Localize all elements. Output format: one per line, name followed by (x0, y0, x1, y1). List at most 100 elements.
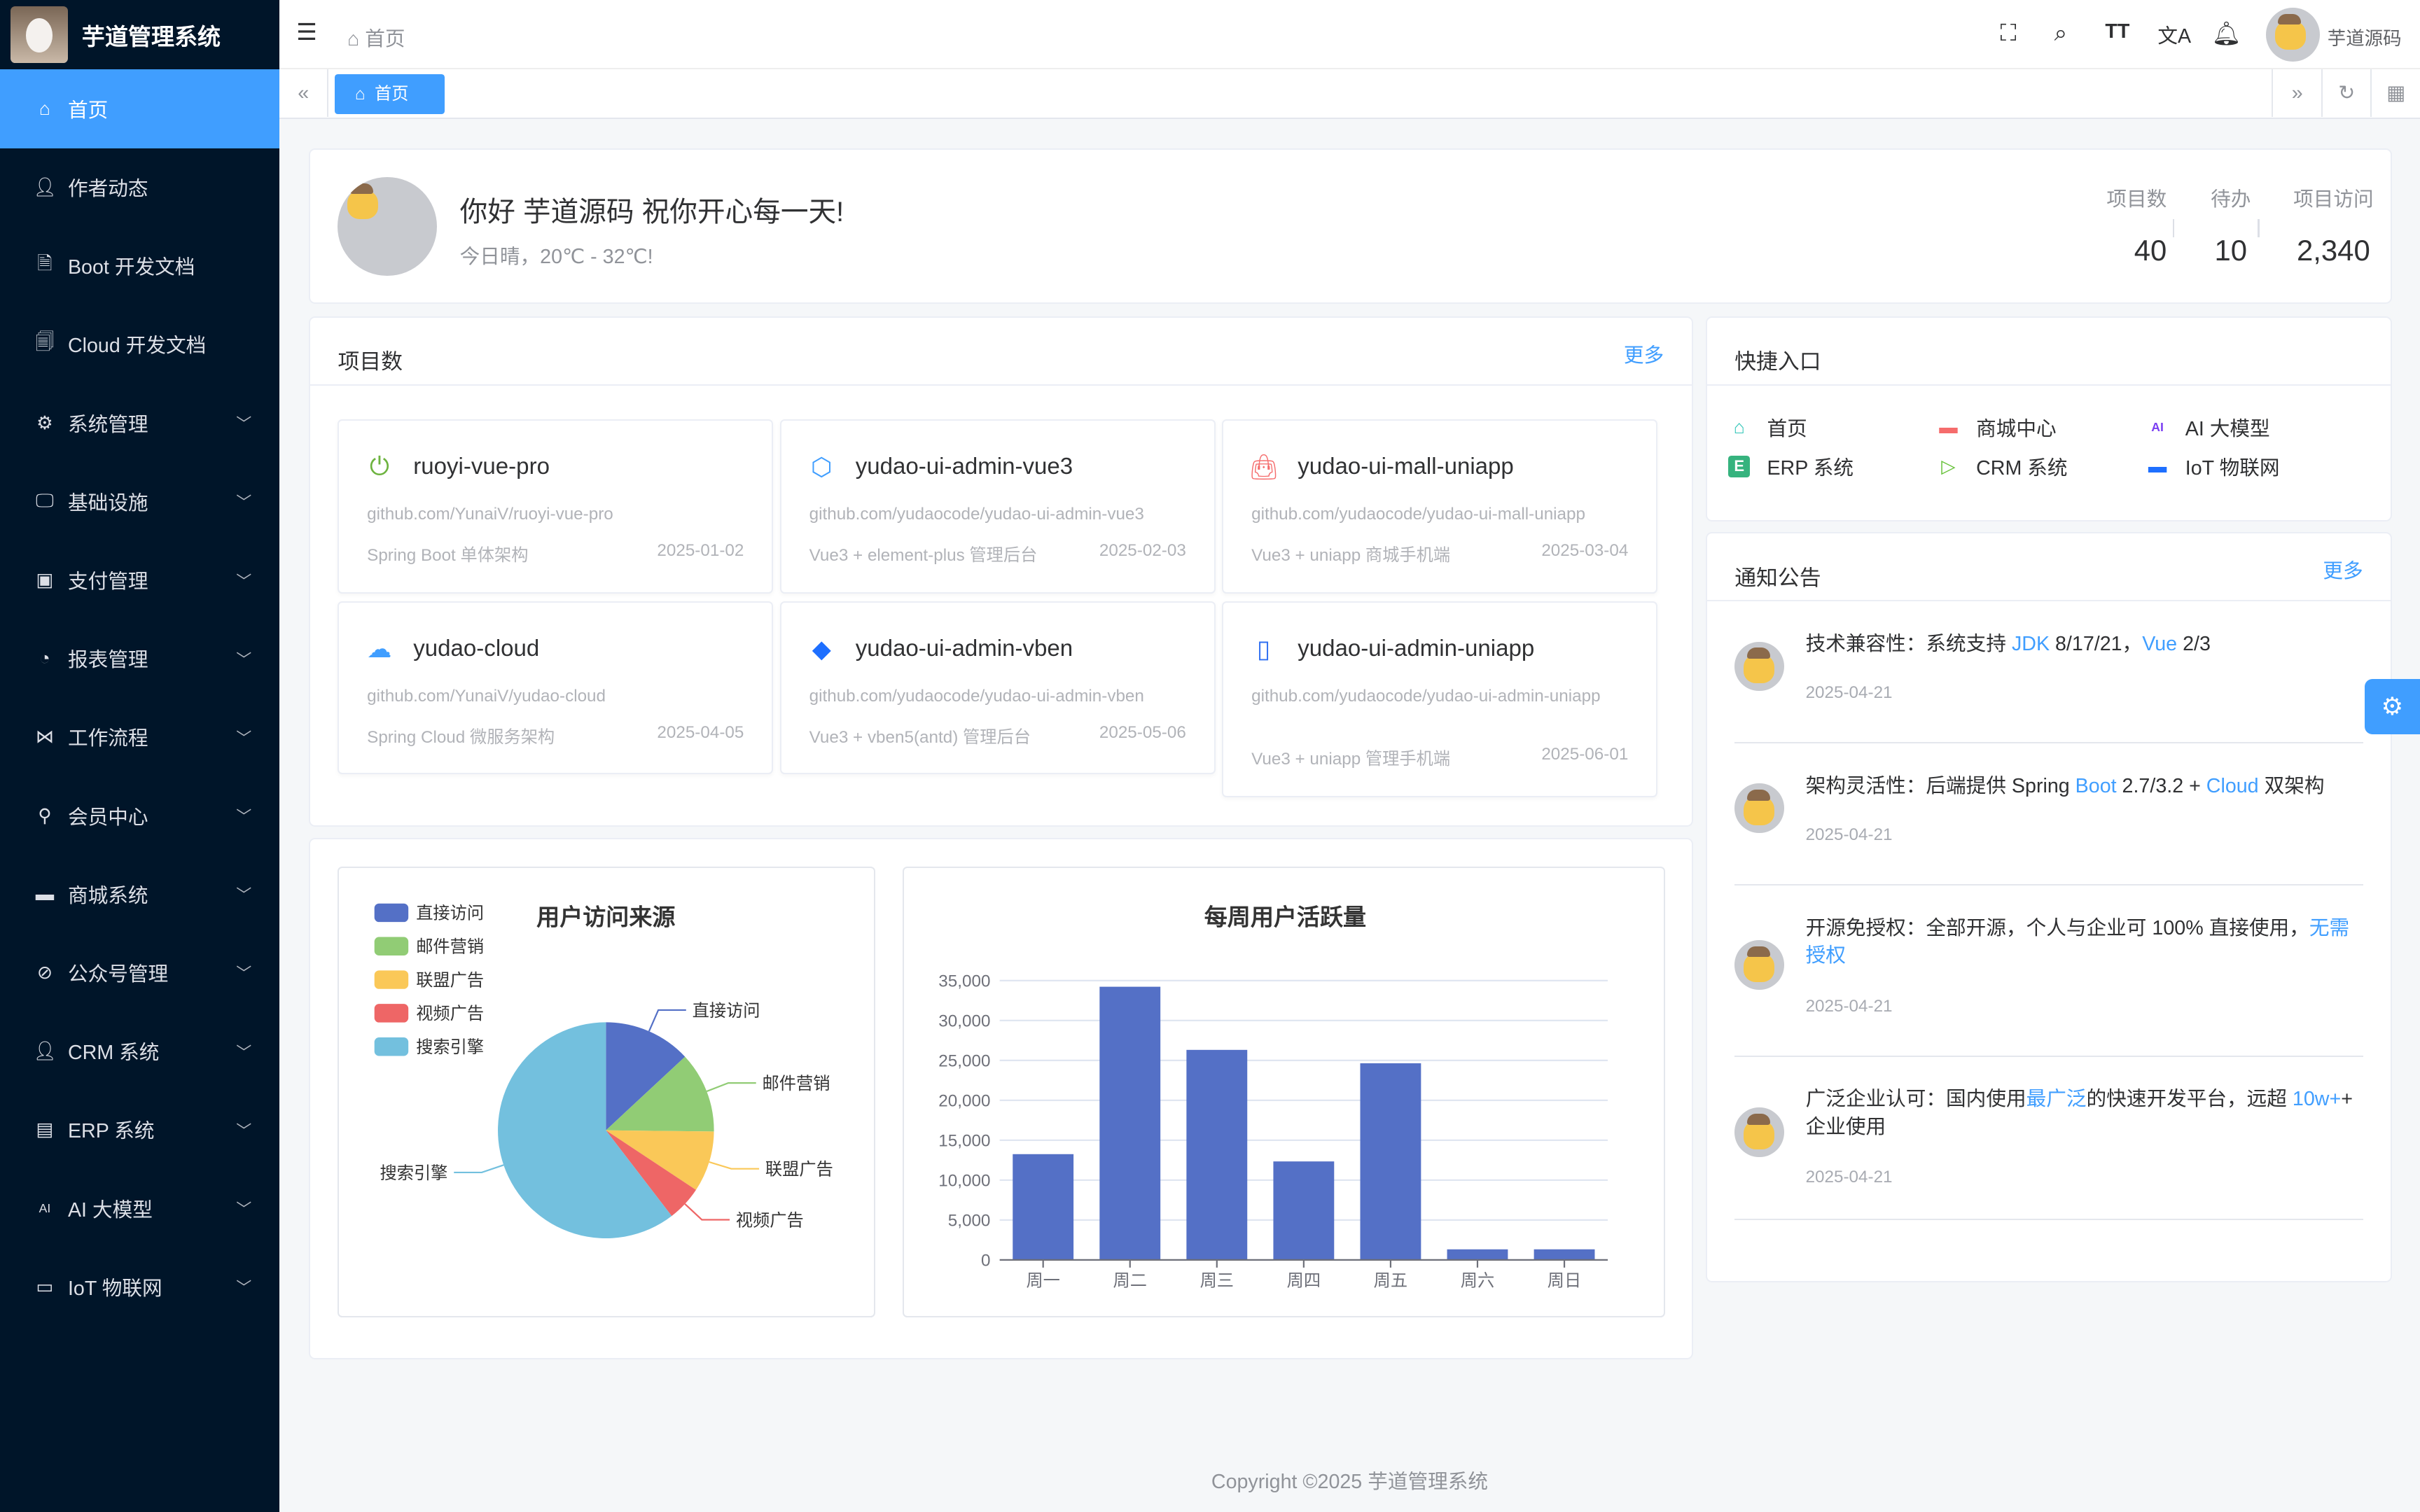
bar[interactable] (1186, 1050, 1248, 1261)
notice-item[interactable]: 架构灵活性：后端提供 Spring Boot 2.7/3.2 + Cloud 双… (1734, 743, 2363, 886)
project-name[interactable]: yudao-ui-admin-vue3 (855, 453, 1073, 479)
breadcrumb[interactable]: ⌂ 首页 (347, 23, 405, 52)
compass-icon: ⊘ (36, 961, 53, 983)
sidebar-item[interactable]: ▬ 商城系统 ﹀ (0, 855, 279, 933)
pie-slice[interactable] (606, 1130, 697, 1217)
legend-swatch[interactable] (375, 904, 409, 923)
legend-label[interactable]: 视频广告 (417, 1005, 485, 1024)
project-url: github.com/yudaocode/yudao-ui-admin-vben (809, 687, 1144, 706)
scroll-left-icon[interactable]: « (279, 69, 329, 118)
bar[interactable] (1534, 1250, 1595, 1261)
bell-icon[interactable]: 🔔︎ (2211, 20, 2241, 47)
header: ☰ ⌂ 首页 ⛶ ⌕ TT 文A 🔔︎ 芋道源码 (279, 0, 2420, 70)
search-icon[interactable]: ⌕ (2054, 20, 2068, 46)
logo[interactable]: 芋道管理系统 (0, 0, 279, 69)
project-date: 2025-03-04 (1541, 541, 1629, 561)
project-card[interactable]: ⬡ yudao-ui-admin-vue3 github.com/yudaocode… (779, 419, 1216, 594)
x-tick-label: 周一 (1027, 1272, 1060, 1291)
user-avatar[interactable] (2265, 8, 2320, 62)
hamburger-menu-icon[interactable]: ☰ (296, 20, 317, 46)
pie-label: 联盟广告 (765, 1161, 833, 1180)
translate-icon[interactable]: 文A (2157, 24, 2192, 48)
username[interactable]: 芋道源码 (2327, 28, 2402, 50)
font-size-icon[interactable]: TT (2105, 20, 2130, 43)
sidebar-item[interactable]: ▭ IoT 物联网 ﹀ (0, 1247, 279, 1326)
bar[interactable] (1447, 1250, 1508, 1261)
quick-entry-item[interactable]: E ERP 系统 (1728, 452, 1854, 481)
quick-entry-item[interactable]: ⌂ 首页 (1728, 413, 1807, 442)
project-date: 2025-05-06 (1099, 723, 1186, 743)
sidebar-item[interactable]: ⊘ 公众号管理 ﹀ (0, 933, 279, 1011)
notice-item[interactable]: 技术兼容性：系统支持 JDK 8/17/21，Vue 2/3 2025-04-21 (1734, 601, 2363, 744)
project-name[interactable]: yudao-ui-admin-uniapp (1298, 635, 1535, 662)
project-card[interactable]: ⏻ ruoyi-vue-pro github.com/YunaiV/ruoyi-vu… (338, 419, 774, 594)
project-url: github.com/yudaocode/yudao-ui-admin-vue3 (809, 505, 1144, 524)
project-name[interactable]: yudao-ui-admin-vben (855, 635, 1073, 662)
sidebar-item[interactable]: 👤︎ CRM 系统 ﹀ (0, 1011, 279, 1090)
notice-more-link[interactable]: 更多 (2323, 560, 2363, 583)
sidebar-item[interactable]: 🗎 Boot 开发文档 (0, 227, 279, 305)
pie-slice[interactable] (606, 1057, 715, 1132)
refresh-icon[interactable]: ↻ (2321, 69, 2371, 118)
project-card[interactable]: ◆ yudao-ui-admin-vben github.com/yudaocode… (779, 601, 1216, 775)
project-card[interactable]: 👜︎ yudao-ui-mall-uniapp github.com/yudaoco… (1222, 419, 1657, 594)
legend-swatch[interactable] (375, 1037, 409, 1056)
sidebar-item[interactable]: ▤ ERP 系统 ﹀ (0, 1091, 279, 1169)
device-icon: ▭ (36, 1275, 54, 1297)
charts-card: 用户访问来源 直接访问 邮件营销 联盟广告 视频广告 搜索引擎 直接访问 邮件营销 联盟广告 视频… (308, 837, 1693, 1359)
pie-title: 用户访问来源 (537, 905, 676, 931)
document-icon: 🗎 (37, 253, 53, 274)
sidebar-item[interactable]: ▣ 支付管理 ﹀ (0, 540, 279, 619)
project-card[interactable]: ▯ yudao-ui-admin-uniapp github.com/yudaoco… (1222, 601, 1657, 798)
legend-swatch[interactable] (375, 970, 409, 990)
sidebar-item[interactable]: 🖵 基础设施 ﹀ (0, 462, 279, 540)
project-name[interactable]: yudao-ui-mall-uniapp (1298, 453, 1514, 479)
quick-entry-item[interactable]: AI AI 大模型 (2147, 413, 2269, 442)
bar[interactable] (1099, 987, 1161, 1261)
pie-slice[interactable] (498, 1022, 672, 1239)
sidebar-item[interactable]: ◔ 报表管理 ﹀ (0, 620, 279, 698)
chevron-down-icon: ﹀ (236, 965, 252, 983)
sidebar-item[interactable]: ⋈ 工作流程 ﹀ (0, 698, 279, 776)
sidebar-item[interactable]: ⚙ 系统管理 ﹀ (0, 384, 279, 462)
notice-highlight: 最广泛 (2026, 1088, 2087, 1111)
legend-label[interactable]: 搜索引擎 (417, 1039, 485, 1058)
sidebar-item[interactable]: AI AI 大模型 ﹀ (0, 1169, 279, 1247)
pie-slice[interactable] (606, 1130, 715, 1191)
scroll-right-icon[interactable]: » (2272, 69, 2321, 118)
project-card[interactable]: ☁ yudao-cloud github.com/YunaiV/yudao-clou… (338, 601, 774, 775)
notice-item[interactable]: 开源免授权：全部开源，个人与企业可 100% 直接使用，无需授权 2025-04-… (1734, 886, 2363, 1057)
bar[interactable] (1273, 1161, 1335, 1261)
quick-entry-item[interactable]: ▷ CRM 系统 (1938, 452, 2067, 481)
tab-home[interactable]: ⌂ 首页 (335, 74, 445, 115)
home-icon: ⌂ (1733, 416, 1745, 438)
bar[interactable] (1360, 1063, 1421, 1261)
project-name[interactable]: yudao-cloud (413, 635, 540, 662)
quick-entry-item[interactable]: ▬ 商城中心 (1938, 413, 2056, 442)
sidebar-item-label: IoT 物联网 (67, 1277, 162, 1300)
greeting: 你好 芋道源码 祝你开心每一天! (459, 196, 844, 227)
legend-label[interactable]: 直接访问 (417, 904, 485, 923)
quick-entry-item[interactable]: ▬ IoT 物联网 (2147, 452, 2280, 481)
legend-label[interactable]: 邮件营销 (417, 938, 485, 957)
stat-item: 待办 10 (2188, 183, 2273, 267)
projects-more-link[interactable]: 更多 (1623, 344, 1664, 367)
grid-menu-icon[interactable]: ▦ (2370, 69, 2420, 118)
project-date: 2025-06-01 (1541, 745, 1629, 764)
sidebar-item[interactable]: ⌂ 首页 (0, 69, 279, 148)
sidebar-item[interactable]: ⚲ 会员中心 ﹀ (0, 776, 279, 855)
sidebar-item[interactable]: 👤︎ 作者动态 (0, 148, 279, 226)
legend-swatch[interactable] (375, 1004, 409, 1023)
project-name[interactable]: ruoyi-vue-pro (413, 453, 550, 479)
pie-slice[interactable] (606, 1022, 686, 1131)
vite-icon: ⬡ (810, 453, 833, 481)
bar[interactable] (1013, 1154, 1074, 1261)
notice-item[interactable]: 广泛企业认可：国内使用最广泛的快速开发平台，远超 10w++ 企业使用 2025-… (1734, 1057, 2363, 1221)
sidebar-item[interactable]: 🗐 Cloud 开发文档 (0, 305, 279, 384)
notice-avatar (1734, 940, 1784, 990)
legend-label[interactable]: 联盟广告 (417, 972, 485, 990)
fullscreen-icon[interactable]: ⛶ (2000, 20, 2017, 46)
documents-icon: 🗐 (35, 331, 55, 353)
settings-gear-button[interactable]: ⚙ (2364, 678, 2420, 735)
legend-swatch[interactable] (375, 937, 409, 956)
